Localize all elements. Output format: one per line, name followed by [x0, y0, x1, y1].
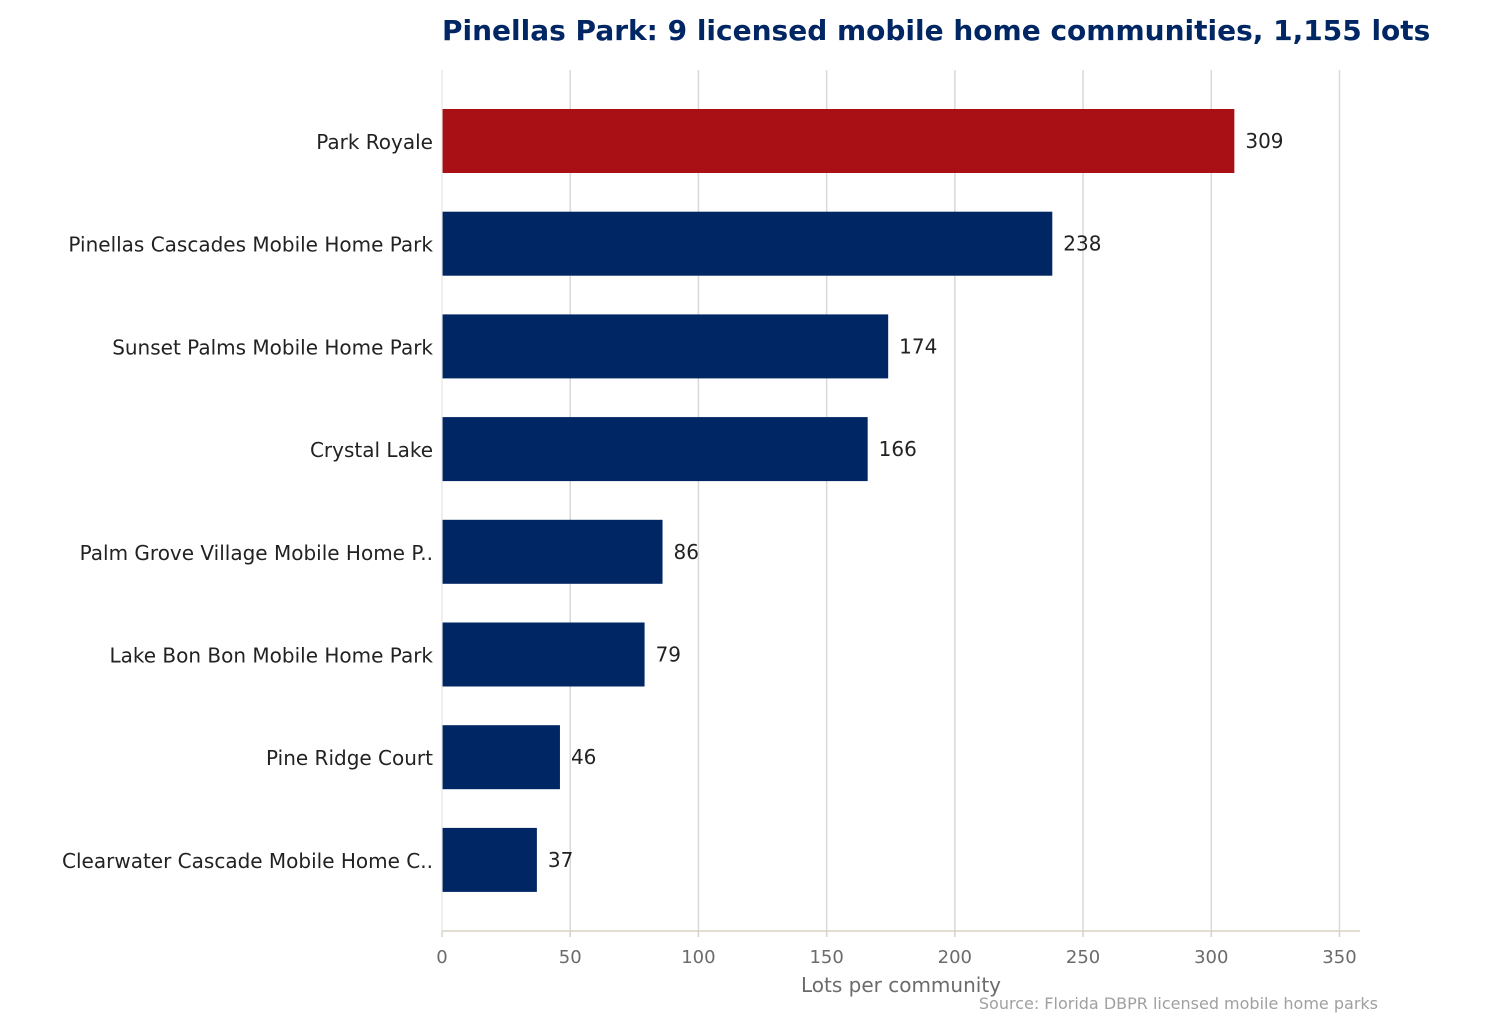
x-tick-label: 100: [681, 947, 715, 968]
category-label: Lake Bon Bon Mobile Home Park: [109, 644, 433, 668]
x-tick-label: 0: [436, 947, 447, 968]
value-label: 86: [674, 540, 699, 564]
value-label: 166: [879, 437, 917, 461]
bar: [442, 725, 560, 790]
category-label: Palm Grove Village Mobile Home P..: [80, 541, 433, 565]
bar: [442, 109, 1235, 173]
value-label: 46: [571, 745, 596, 769]
x-tick-label: 50: [559, 947, 582, 968]
value-label: 79: [656, 643, 681, 667]
category-label: Sunset Palms Mobile Home Park: [112, 335, 433, 359]
value-label: 309: [1245, 129, 1283, 153]
bar: [442, 314, 889, 379]
bar: [442, 622, 645, 687]
x-tick-label: 250: [1066, 947, 1100, 968]
category-label: Park Royale: [316, 130, 433, 154]
x-tick-label: 200: [938, 947, 972, 968]
category-labels: Park Royale Pinellas Cascades Mobile Home…: [62, 130, 433, 873]
value-label: 174: [899, 334, 937, 358]
gridlines: [569, 70, 1341, 931]
value-label: 238: [1063, 232, 1101, 256]
bar: [442, 827, 537, 892]
bar: [442, 211, 1053, 276]
chart-title: Pinellas Park: 9 licensed mobile home co…: [442, 14, 1430, 47]
category-label: Crystal Lake: [310, 438, 433, 462]
x-axis-title: Lots per community: [801, 973, 1001, 997]
x-tick-label: 300: [1194, 947, 1228, 968]
bar: [442, 519, 663, 584]
value-label: 37: [548, 848, 573, 872]
category-label: Pinellas Cascades Mobile Home Park: [68, 233, 433, 257]
value-labels: 309 238 174 166 86 79 46 37: [548, 129, 1284, 872]
bar: [442, 417, 868, 482]
category-label: Pine Ridge Court: [266, 746, 433, 770]
bars: [442, 109, 1235, 892]
x-tick-label: 150: [809, 947, 843, 968]
x-tick-label: 350: [1322, 947, 1356, 968]
source-note: Source: Florida DBPR licensed mobile hom…: [979, 994, 1378, 1013]
x-axis: 0 50 100 150 200 250 300 350: [436, 70, 1360, 968]
category-label: Clearwater Cascade Mobile Home C..: [62, 849, 433, 873]
